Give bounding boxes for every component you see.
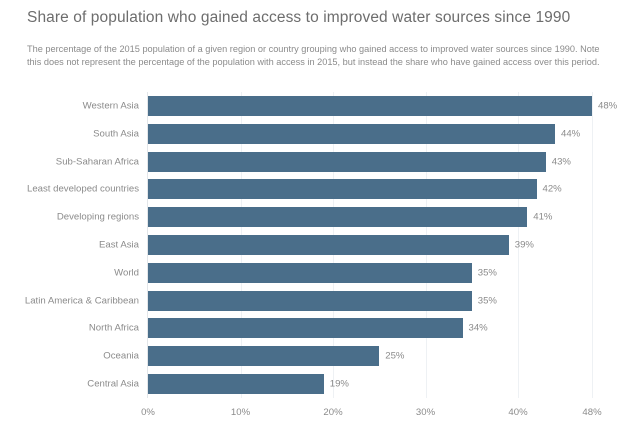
category-label: East Asia <box>99 239 139 251</box>
bar-row[interactable]: Latin America & Caribbean 35% <box>25 290 592 311</box>
bar-value-label: 42% <box>542 183 562 195</box>
y-axis-line <box>147 92 148 398</box>
bar-value-label: 35% <box>477 267 497 279</box>
bar-row[interactable]: Sub-Saharan Africa 43% <box>56 151 592 172</box>
x-axis-tick-label: 20% <box>323 407 343 418</box>
bar[interactable] <box>148 346 380 367</box>
category-label: South Asia <box>93 128 139 140</box>
bar-row[interactable]: Developing regions 41% <box>57 207 592 228</box>
bar-value-label: 34% <box>468 322 488 334</box>
gridline <box>592 92 593 398</box>
x-axis-tick-label: 10% <box>230 407 251 418</box>
bar[interactable] <box>148 151 546 172</box>
bar-value-label: 41% <box>533 211 553 223</box>
bar-row[interactable]: Oceania 25% <box>103 346 592 367</box>
bar-value-label: 44% <box>561 128 581 140</box>
bar[interactable] <box>148 179 537 200</box>
bar[interactable] <box>148 207 528 228</box>
bar-row[interactable]: Western Asia 48% <box>83 95 617 116</box>
bar[interactable] <box>148 262 472 283</box>
category-label: Developing regions <box>56 211 139 223</box>
bar-value-label: 19% <box>329 378 349 390</box>
bar-row[interactable]: South Asia 44% <box>93 123 592 144</box>
bar[interactable] <box>148 95 592 116</box>
category-label: Least developed countries <box>26 183 139 195</box>
bar-value-label: 43% <box>551 156 571 168</box>
bar[interactable] <box>148 123 555 144</box>
category-label: Oceania <box>103 350 139 362</box>
category-label: Central Asia <box>87 378 139 390</box>
x-axis-tick-label: 30% <box>415 407 436 418</box>
bar-value-label: 25% <box>385 350 405 362</box>
bar-row[interactable]: World 35% <box>114 262 592 283</box>
bar-value-label: 39% <box>514 239 534 251</box>
bar[interactable] <box>148 235 509 255</box>
plot-area: Western Asia 48% South Asia 44% Sub-Saharan … <box>25 92 617 418</box>
bar-value-label: 35% <box>477 295 497 307</box>
bar-row[interactable]: East Asia 39% <box>99 235 592 255</box>
x-axis-tick-label: 48% <box>582 407 602 418</box>
x-axis-tick-label: 0% <box>141 407 155 418</box>
page-title: Share of population who gained access to… <box>27 9 571 26</box>
bar-row[interactable]: Least developed countries 42% <box>27 179 592 200</box>
bar-row[interactable]: North Africa 34% <box>89 318 592 339</box>
bar[interactable] <box>148 374 324 395</box>
category-label: Latin America & Caribbean <box>24 295 139 307</box>
category-label: North Africa <box>88 322 139 334</box>
category-label: World <box>114 267 139 279</box>
chart-subtitle: The percentage of the 2015 population of… <box>27 44 600 68</box>
gridline <box>518 92 519 398</box>
bar[interactable] <box>148 318 463 339</box>
x-axis-tick-label: 40% <box>508 407 528 418</box>
bar-value-label: 48% <box>598 100 618 112</box>
category-label: Western Asia <box>82 100 139 112</box>
bar-row[interactable]: Central Asia 19% <box>87 374 592 395</box>
bar[interactable] <box>148 290 472 311</box>
category-label: Sub-Saharan Africa <box>55 156 139 168</box>
